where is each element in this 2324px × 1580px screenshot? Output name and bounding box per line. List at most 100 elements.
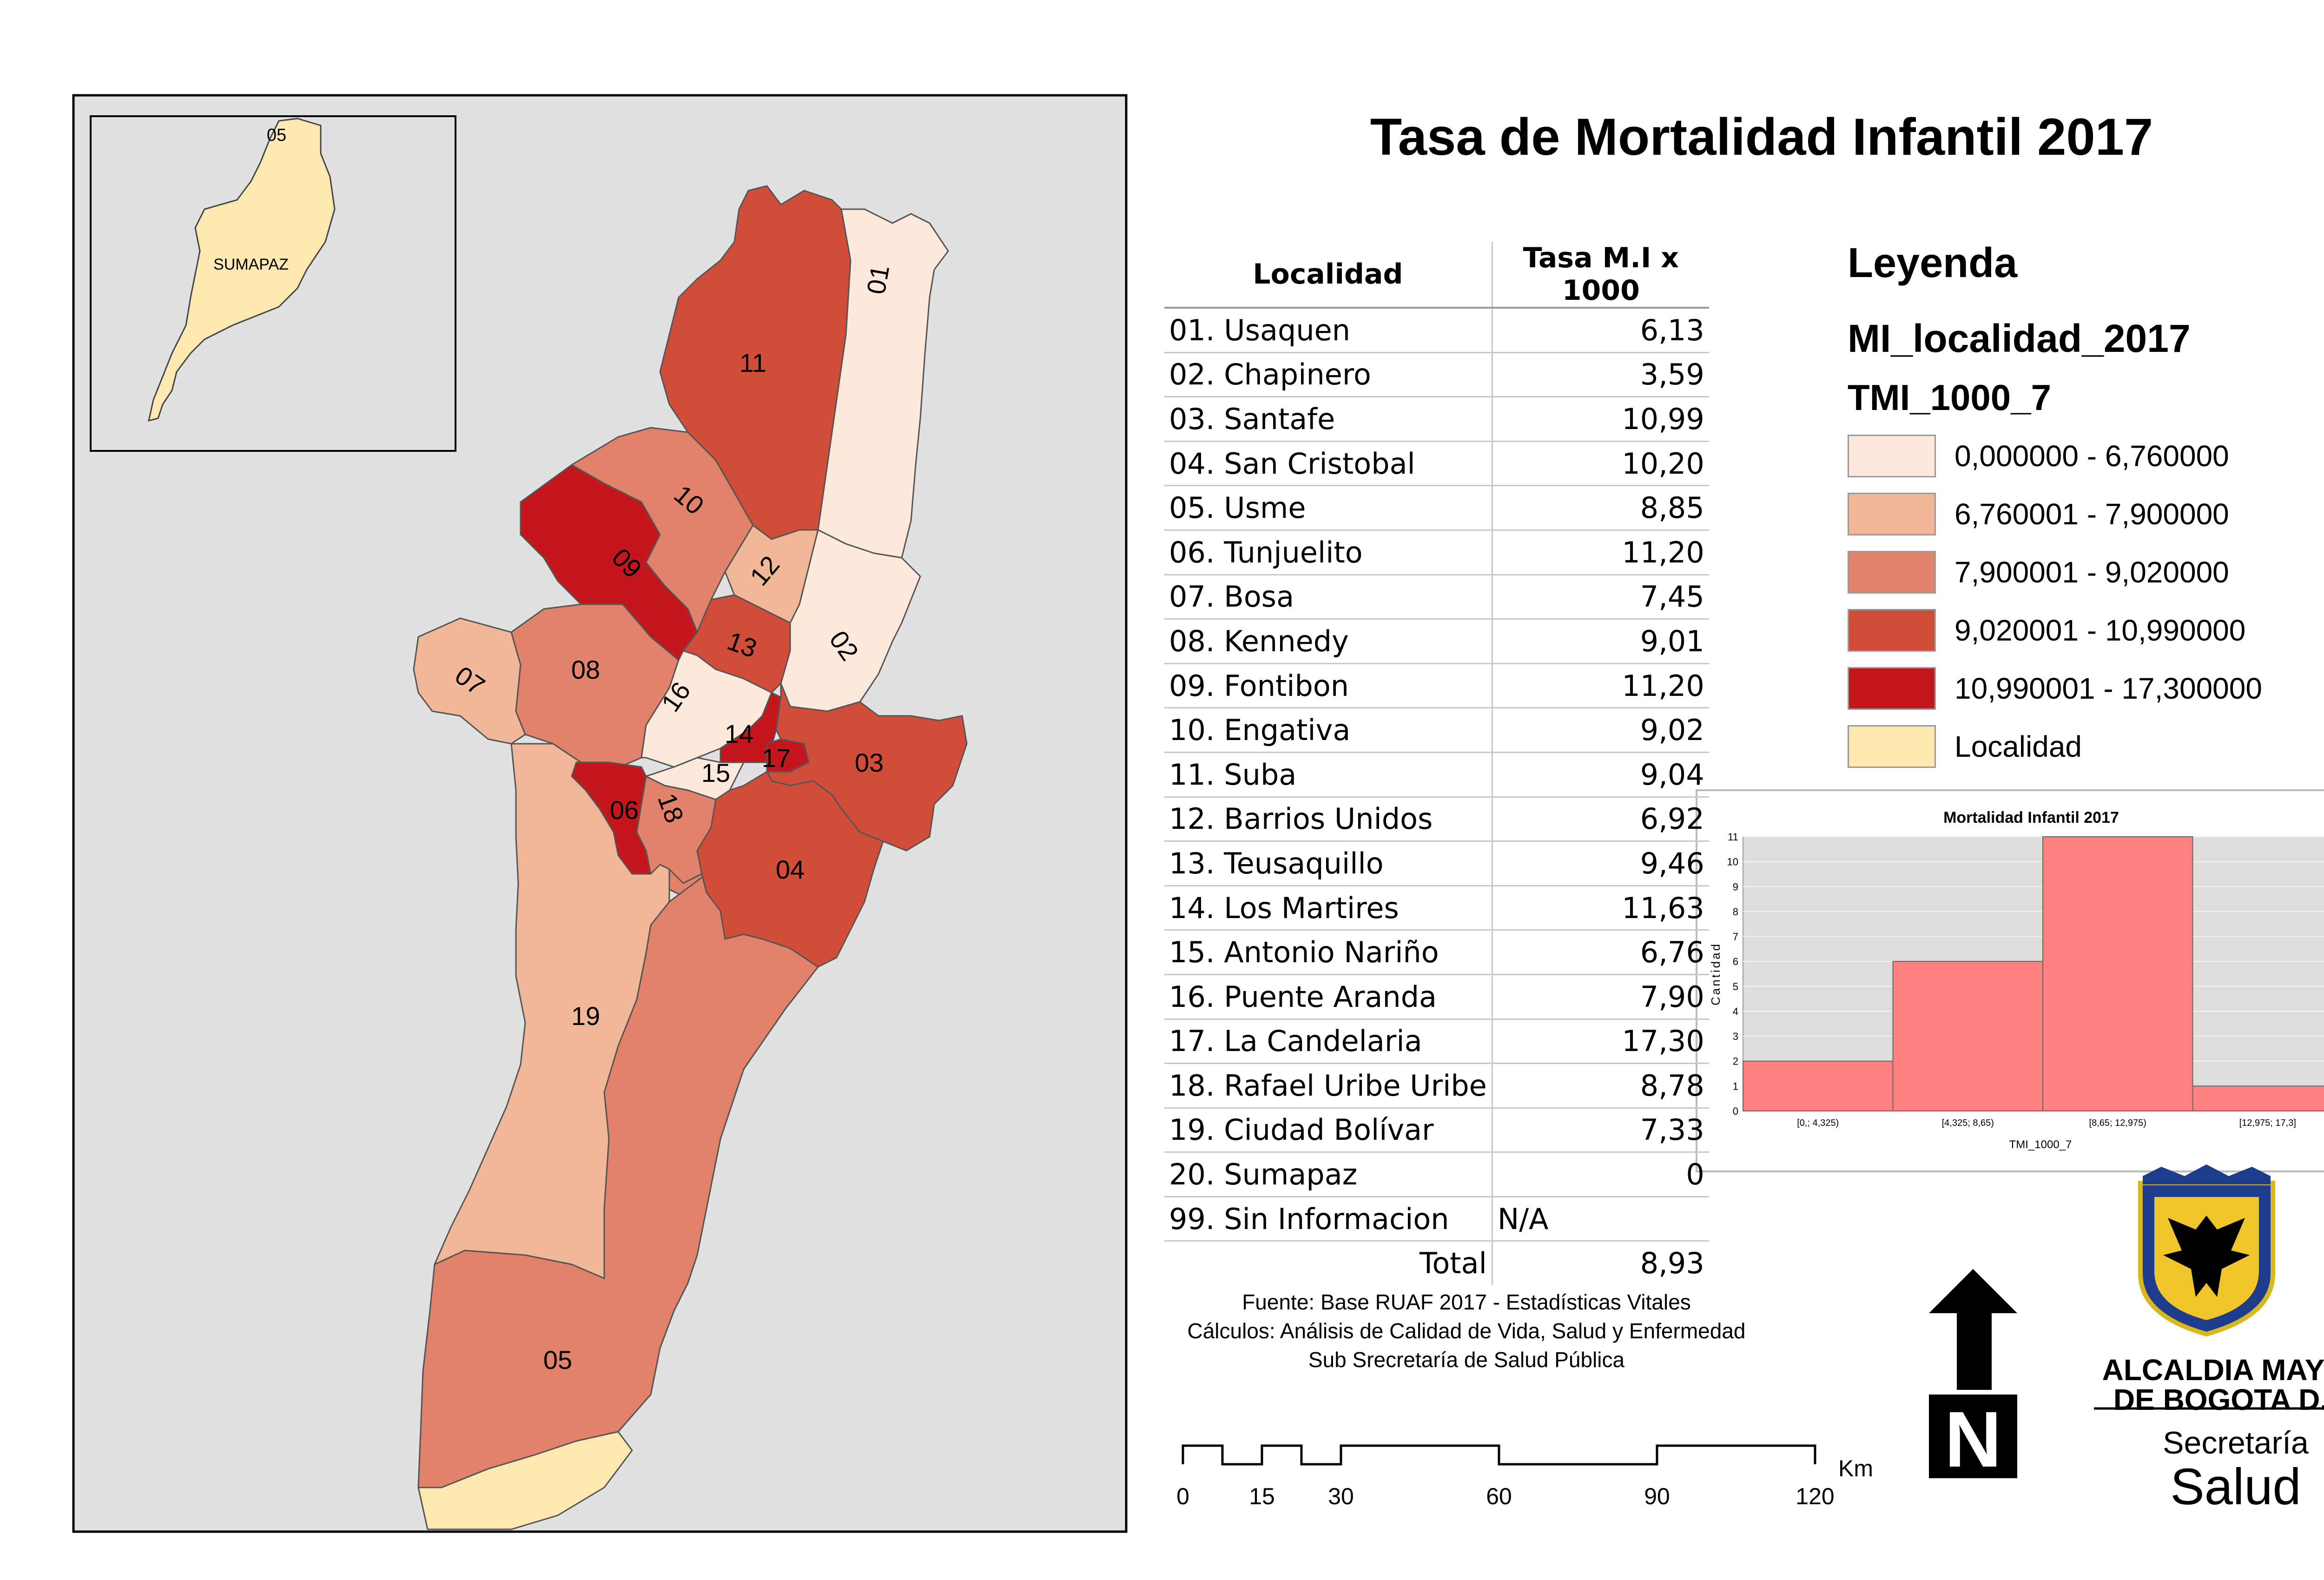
legend-field-name: TMI_1000_7	[1848, 377, 2051, 418]
locality-18-rafael-uribe-uribe[interactable]	[636, 775, 717, 884]
map-title: Tasa de Mortalidad Infantil 2017	[1370, 108, 2153, 166]
locality-02-chapinero[interactable]	[780, 529, 921, 712]
logo-salud: Salud	[2170, 1458, 2301, 1515]
row-rate-value: 8,78	[1492, 1063, 1709, 1109]
row-locality-name: 13. Teusaquillo	[1164, 841, 1493, 886]
row-rate-value: 11,20	[1492, 663, 1709, 709]
scale-bar-line	[1182, 1444, 1816, 1466]
table-total-row: Total 8,93	[1164, 1241, 1709, 1285]
row-locality-name: 20. Sumapaz	[1164, 1152, 1493, 1197]
legend-item: 7,900001 - 9,020000	[1848, 551, 2229, 594]
row-rate-value: 10,99	[1492, 397, 1709, 442]
table-row: 13. Teusaquillo 9,46	[1164, 841, 1709, 886]
chart-bar	[2042, 836, 2193, 1111]
table-row: 12. Barrios Unidos 6,92	[1164, 797, 1709, 842]
row-rate-value: 9,02	[1492, 707, 1709, 753]
table-row: 07. Bosa 7,45	[1164, 575, 1709, 620]
north-letter: N	[1945, 1395, 2002, 1484]
north-arrow: N	[1929, 1269, 2017, 1484]
chart-y-tick-label: 8	[1733, 906, 1738, 918]
row-rate-value: 11,63	[1492, 886, 1709, 931]
legend-swatch	[1848, 435, 1936, 477]
table-row: 09. Fontibon 11,20	[1164, 663, 1709, 709]
table-row: 02. Chapinero 3,59	[1164, 352, 1709, 398]
legend-label: 10,990001 - 17,300000	[1954, 672, 2262, 705]
row-rate-value: 7,90	[1492, 974, 1709, 1020]
rate-table: Localidad Tasa M.I x 1000 01. Usaquen 6,1…	[1164, 242, 1709, 1285]
source-line-2: Cálculos: Análisis de Calidad de Vida, S…	[1187, 1319, 1746, 1343]
row-rate-value: 7,33	[1492, 1108, 1709, 1153]
row-rate-value: 3,59	[1492, 352, 1709, 398]
legend-title: Leyenda	[1848, 240, 2018, 286]
inset-label-05: 05	[267, 126, 286, 145]
row-locality-name: 07. Bosa	[1164, 575, 1493, 620]
chart-y-tick-label: 4	[1733, 1005, 1738, 1017]
scale-bar	[1182, 1444, 1816, 1466]
legend-layer-name: MI_localidad_2017	[1848, 317, 2191, 360]
row-rate-value: 7,45	[1492, 575, 1709, 620]
row-rate-value: N/A	[1492, 1197, 1709, 1242]
map-label-11: 11	[739, 348, 766, 377]
locality-01-usaquen[interactable]	[817, 208, 949, 559]
locality-04-san-cristobal[interactable]	[696, 771, 884, 968]
total-label: Total	[1164, 1241, 1493, 1285]
chart-y-tick-label: 9	[1733, 881, 1738, 892]
legend-item: 9,020001 - 10,990000	[1848, 609, 2245, 652]
main-map	[413, 185, 968, 1530]
map-label-08: 08	[571, 655, 600, 684]
inset-label-sumapaz: SUMAPAZ	[213, 256, 289, 273]
map-labels: 01 02 03 04 05 06 07 08 09 10 11 12 13 1…	[450, 263, 895, 1375]
table-row: 18. Rafael Uribe Uribe 8,78	[1164, 1063, 1709, 1109]
row-locality-name: 10. Engativa	[1164, 707, 1493, 753]
logo-line-2: DE BOGOTA D.C.	[2113, 1383, 2324, 1416]
legend-label: Localidad	[1954, 730, 2082, 763]
chart-x-tick-label: [4,325; 8,65)	[1942, 1118, 1994, 1128]
north-arrow-shape	[1929, 1269, 2017, 1390]
table-header-rate: Tasa M.I x 1000	[1492, 242, 1709, 309]
row-locality-name: 01. Usaquen	[1164, 308, 1493, 353]
chart-y-tick-label: 6	[1733, 956, 1738, 967]
chart-x-tick-label: [0,; 4,325)	[1797, 1118, 1839, 1128]
table-header-locality: Localidad	[1164, 242, 1493, 309]
chart-bar	[1892, 961, 2043, 1112]
row-rate-value: 9,04	[1492, 752, 1709, 798]
bogota-coat-of-arms	[2138, 1164, 2275, 1337]
chart-y-tick-label: 0	[1733, 1105, 1738, 1117]
legend-swatch	[1848, 493, 1936, 535]
row-rate-value: 6,92	[1492, 797, 1709, 842]
legend-label: 7,900001 - 9,020000	[1954, 555, 2229, 589]
chart-y-tick-label: 5	[1733, 981, 1738, 992]
table-row: 15. Antonio Nariño 6,76	[1164, 930, 1709, 975]
row-locality-name: 09. Fontibon	[1164, 663, 1493, 709]
chart-x-label: TMI_1000_7	[2009, 1138, 2072, 1151]
row-locality-name: 06. Tunjuelito	[1164, 530, 1493, 575]
row-rate-value: 6,76	[1492, 930, 1709, 975]
row-rate-value: 17,30	[1492, 1019, 1709, 1064]
legend-item: 6,760001 - 7,900000	[1848, 493, 2229, 535]
scale-label: 0	[1176, 1483, 1189, 1509]
table-row: 99. Sin Informacion N/A	[1164, 1197, 1709, 1242]
row-locality-name: 02. Chapinero	[1164, 352, 1493, 398]
table-body: 01. Usaquen 6,13 02. Chapinero 3,59 03. Sant…	[1164, 308, 1709, 1285]
row-rate-value: 0	[1492, 1152, 1709, 1197]
chart-y-tick-label: 1	[1733, 1080, 1738, 1092]
chart-x-ticks: [0,; 4,325) [4,325; 8,65) [8,65; 12,975) [1…	[1797, 1118, 2296, 1128]
chart-y-tick-label: 2	[1733, 1056, 1738, 1067]
table-row: 10. Engativa 9,02	[1164, 707, 1709, 753]
source-line-1: Fuente: Base RUAF 2017 - Estadísticas Vi…	[1242, 1290, 1691, 1314]
table-row: 05. Usme 8,85	[1164, 485, 1709, 531]
row-rate-value: 8,85	[1492, 485, 1709, 531]
coat-crown-icon	[2143, 1164, 2271, 1184]
locality-20-sumapaz-tip[interactable]	[417, 1431, 633, 1530]
map-label-15: 15	[701, 758, 730, 787]
row-rate-value: 10,20	[1492, 441, 1709, 487]
legend-swatch	[1848, 725, 1936, 768]
row-locality-name: 17. La Candelaria	[1164, 1019, 1493, 1064]
total-value: 8,93	[1640, 1246, 1704, 1281]
table-row: 08. Kennedy 9,01	[1164, 619, 1709, 664]
table-row: 11. Suba 9,04	[1164, 752, 1709, 798]
chart-title: Mortalidad Infantil 2017	[1943, 809, 2119, 826]
table-row: 03. Santafe 10,99	[1164, 397, 1709, 442]
row-locality-name: 15. Antonio Nariño	[1164, 930, 1493, 975]
